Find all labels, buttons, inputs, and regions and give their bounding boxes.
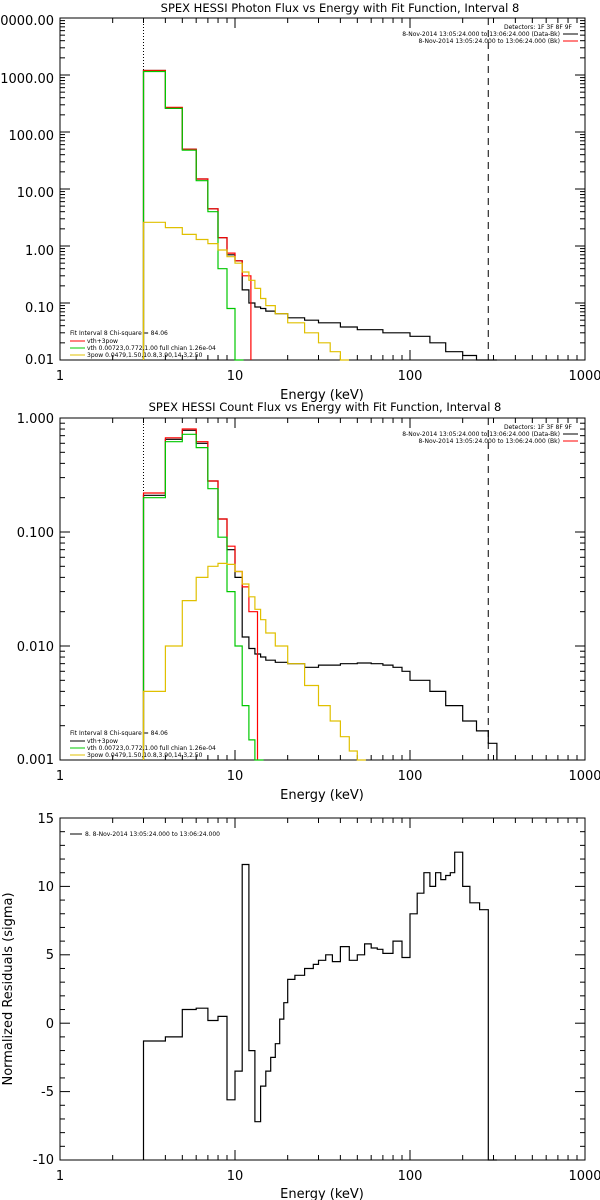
photon-series-vth-3pow [142, 69, 252, 360]
residuals-panel: 1 10 100 1000 -10 -5 0 5 10 15 Energy (k… [1, 812, 600, 1200]
photon-xlabel: Energy (keV) [280, 388, 364, 403]
count-series-vth-3pow [142, 428, 259, 760]
residuals-plot-frame [59, 817, 586, 1161]
photon-xtick-1: 1 [56, 369, 64, 384]
photon-fit-vth: vth 0.00723,0.772,1.00 full chian 1.26e-… [87, 345, 216, 352]
photon-ytick-100.00: 100.00 [9, 129, 55, 144]
photon-series-data-bk [142, 69, 497, 361]
count-ytick-0.001: 0.001 [17, 753, 54, 768]
photon-fit-total: vth+3pow [87, 338, 118, 345]
count-plot-frame [59, 417, 586, 761]
count-xlabel: Energy (keV) [280, 788, 364, 803]
residuals-series-residuals [142, 851, 497, 1161]
residuals-ytick-minus5: -5 [41, 1085, 54, 1100]
count-chart-title: SPEX HESSI Count Flux vs Energy with Fit… [149, 400, 502, 414]
count-fit-header: Fit Interval 8 Chi-square = 84.06 [70, 730, 168, 737]
photon-legend-detectors: Detectors: 1F 3F 8F 9F [504, 24, 573, 31]
photon-ytick-1.00: 1.00 [25, 244, 54, 259]
count-ytick-1.000: 1.000 [17, 412, 54, 427]
photon-ytick-0.10: 0.10 [25, 301, 54, 316]
photon-legend-topright: Detectors: 1F 3F 8F 9F 8-Nov-2014 13:05:… [402, 24, 578, 45]
residuals-xlabel: Energy (keV) [280, 1187, 364, 1200]
photon-plot-frame [59, 17, 586, 361]
residuals-ylabel: Normalized Residuals (sigma) [1, 892, 16, 1085]
photon-legend-data-bk: 8-Nov-2014 13:05:24.000 to 13:06:24.000 … [402, 31, 560, 38]
photon-fit-header: Fit Interval 8 Chi-square = 84.06 [70, 330, 168, 337]
count-fit-3pow: 3pow 0.0479,1.50,10.8,3.90,14.3,2.50 [87, 752, 203, 759]
photon-fit-3pow: 3pow 0.0479,1.50,10.8,3.90,14.3,2.50 [87, 352, 203, 359]
photon-ytick-0000.00: 0000.00 [0, 14, 54, 29]
count-fit-vth: vth 0.00723,0.772,1.00 full chian 1.26e-… [87, 745, 216, 752]
photon-ytick-10.00: 10.00 [17, 186, 54, 201]
count-xtick-1: 1 [56, 769, 64, 784]
photon-chart-title: SPEX HESSI Photon Flux vs Energy with Fi… [161, 1, 520, 15]
photon-series-vth [142, 70, 244, 361]
photon-legend-bk: 8-Nov-2014 13:05:24.000 to 13:06:24.000 … [418, 38, 560, 45]
photon-xtick-1000: 1000 [568, 369, 600, 384]
photon-xtick-100: 100 [398, 369, 423, 384]
count-flux-panel: SPEX HESSI Count Flux vs Energy with Fit… [17, 400, 600, 803]
residuals-ytick-0: 0 [46, 1017, 54, 1032]
residuals-xtick-1000: 1000 [568, 1169, 600, 1184]
count-series-3pow [142, 562, 366, 761]
residuals-xtick-100: 100 [398, 1169, 423, 1184]
photon-legend-bottomleft: Fit Interval 8 Chi-square = 84.06 vth+3p… [70, 330, 216, 359]
count-ytick-0.010: 0.010 [17, 640, 54, 655]
count-legend-data-bk: 8-Nov-2014 13:05:24.000 to 13:06:24.000 … [402, 431, 560, 438]
photon-xtick-10: 10 [227, 369, 244, 384]
residuals-ytick-5: 5 [46, 948, 54, 963]
residuals-ytick-minus10: -10 [33, 1153, 54, 1168]
count-xtick-10: 10 [227, 769, 244, 784]
photon-ytick-0.01: 0.01 [25, 353, 54, 368]
photon-flux-panel: SPEX HESSI Photon Flux vs Energy with Fi… [0, 1, 600, 403]
count-fit-total: vth+3pow [87, 738, 118, 745]
count-ytick-0.100: 0.100 [17, 526, 54, 541]
residuals-ytick-15: 15 [37, 812, 54, 827]
count-legend-bottomleft: Fit Interval 8 Chi-square = 84.06 vth+3p… [70, 730, 216, 759]
count-legend-detectors: Detectors: 1F 3F 8F 9F [504, 424, 573, 431]
photon-ytick-1000.00: 1000.00 [0, 72, 54, 87]
count-series-vth [142, 433, 264, 761]
residuals-ytick-10: 10 [37, 880, 54, 895]
count-xtick-100: 100 [398, 769, 423, 784]
residuals-xtick-1: 1 [56, 1169, 64, 1184]
photon-series-3pow [142, 221, 349, 361]
residuals-legend: 8. 8-Nov-2014 13:05:24.000 to 13:06:24.0… [85, 831, 220, 838]
count-xtick-1000: 1000 [568, 769, 600, 784]
count-legend-bk: 8-Nov-2014 13:05:24.000 to 13:06:24.000 … [418, 438, 560, 445]
residuals-xtick-10: 10 [227, 1169, 244, 1184]
count-legend-topright: Detectors: 1F 3F 8F 9F 8-Nov-2014 13:05:… [402, 424, 578, 445]
